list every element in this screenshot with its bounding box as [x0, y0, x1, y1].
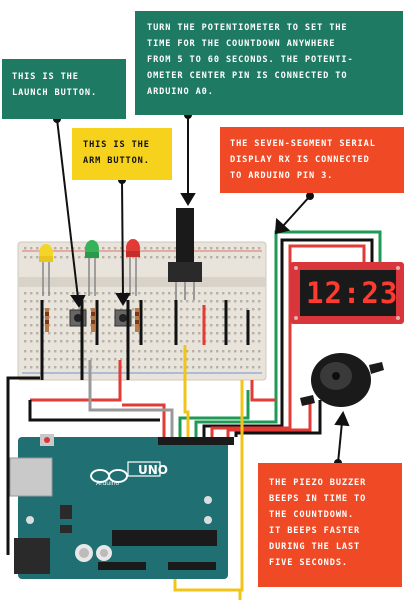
- yellow-led: [39, 244, 53, 296]
- board-maker-label: Arduino: [96, 480, 120, 487]
- breadboard-jumpers: [40, 300, 250, 380]
- potentiometer: [168, 208, 202, 300]
- green-led: [85, 240, 99, 296]
- red-led: [126, 239, 140, 296]
- arduino-uno-board: [9, 434, 234, 579]
- display-digits: 12:23: [306, 276, 399, 310]
- piezo-callout: THE PIEZO BUZZER BEEPS IN TIME TO THE CO…: [258, 463, 402, 587]
- launch-button: [69, 309, 87, 327]
- wires: [6, 230, 382, 600]
- callout-pointers: [56, 115, 350, 464]
- arm-button-callout: THIS IS THE ARM BUTTON.: [72, 128, 172, 180]
- launch-button-callout: THIS IS THE LAUNCH BUTTON.: [2, 59, 126, 119]
- display-callout: THE SEVEN-SEGMENT SERIAL DISPLAY RX IS C…: [220, 127, 404, 193]
- potentiometer-callout: TURN THE POTENTIOMETER TO SET THE TIME F…: [135, 11, 403, 115]
- seven-segment-display: [290, 262, 404, 324]
- board-brand-label: UNO: [138, 463, 168, 477]
- piezo-buzzer: [300, 353, 384, 407]
